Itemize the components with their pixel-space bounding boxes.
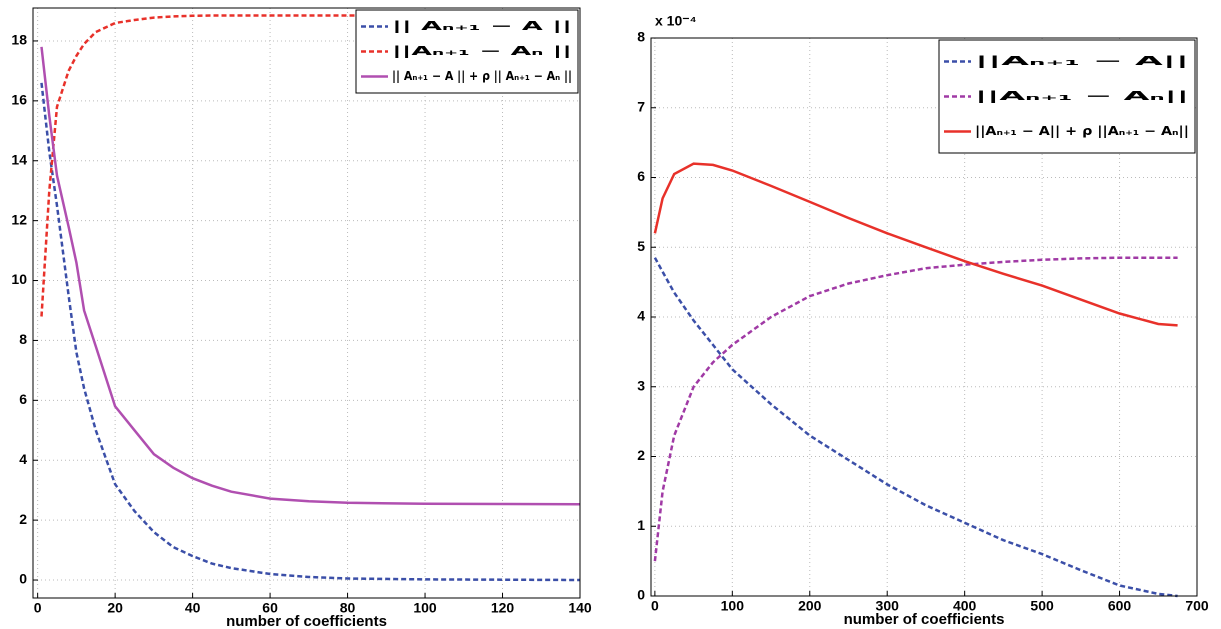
legend-label: ||Aₙ₊₁ − A|| + ρ ||Aₙ₊₁ − Aₙ|| [975,124,1189,138]
legend: ||Aₙ₊₁ − A|| ||Aₙ₊₁ − Aₙ|| ||Aₙ₊₁ − A|| + … [938,39,1196,154]
legend-box [355,9,579,94]
y-tick-label: 2 [19,511,27,527]
y-tick-label: 4 [637,308,645,324]
y-tick-label: 12 [11,211,27,227]
series-line [40,82,581,582]
y-tick-label: 6 [637,168,645,184]
x-tick-label: 200 [798,598,822,614]
x-tick-label: 20 [107,600,123,616]
x-tick-label: 40 [185,600,201,616]
y-tick-label: 16 [11,92,27,108]
y-tick-label: 0 [637,587,645,603]
y-tick-label: 14 [11,151,27,167]
y-tick-label: 6 [19,391,27,407]
y-tick-label: 1 [637,517,645,533]
y-tick-label: 18 [11,32,27,48]
x-tick-label: 700 [1185,598,1209,614]
legend-label: ||Aₙ₊₁ − A|| [975,54,1189,68]
legend-label: || Aₙ₊₁ − A || [392,19,572,33]
y-tick-label: 8 [19,331,27,347]
y-tick-label: 4 [19,451,27,467]
axes-frame [32,7,581,599]
series-line [653,257,1178,598]
series-line [40,14,580,317]
legend-label: ||Aₙ₊₁ − Aₙ || [392,44,572,58]
series-line [40,46,581,506]
x-tick-label: 0 [34,600,42,616]
subplot: 0 100 200 300 400 500 600 700 0 1 2 3 4 5 6 7 8 x 10⁻⁴ num… [637,13,1209,628]
x-tick-label: 600 [1108,598,1132,614]
subplot: 0 20 40 60 80 100 120 140 0 2 4 6 8 10 12 14 16 18 number … [11,7,592,629]
series-line [653,256,1178,562]
legend-box [938,39,1196,154]
x-axis-label: number of coefficients [844,611,1005,628]
x-tick-label: 0 [651,598,659,614]
legend: || Aₙ₊₁ − A || ||Aₙ₊₁ − Aₙ || || Aₙ₊₁ − A … [355,9,579,94]
series-line [653,162,1178,327]
x-tick-label: 140 [568,600,592,616]
y-tick-label: 7 [637,98,645,114]
y-multiplier: x 10⁻⁴ [655,13,697,29]
x-tick-label: 500 [1030,598,1054,614]
x-tick-label: 400 [953,598,977,614]
y-tick-label: 5 [637,238,645,254]
x-tick-label: 80 [340,600,356,616]
x-tick-label: 100 [721,598,745,614]
x-tick-label: 60 [262,600,278,616]
axes-frame [650,37,1198,597]
y-tick-label: 0 [19,571,27,587]
y-tick-label: 3 [637,377,645,393]
y-tick-label: 8 [637,29,645,45]
legend-label: ||Aₙ₊₁ − Aₙ|| [975,89,1189,103]
x-tick-label: 120 [491,600,515,616]
x-tick-label: 300 [876,598,900,614]
y-tick-label: 2 [637,447,645,463]
legend-label: || Aₙ₊₁ − A || + ρ || Aₙ₊₁ − Aₙ || [392,69,572,83]
y-tick-label: 10 [11,271,27,287]
plot-area [33,8,580,598]
x-tick-label: 100 [413,600,437,616]
x-axis-label: number of coefficients [226,613,387,629]
